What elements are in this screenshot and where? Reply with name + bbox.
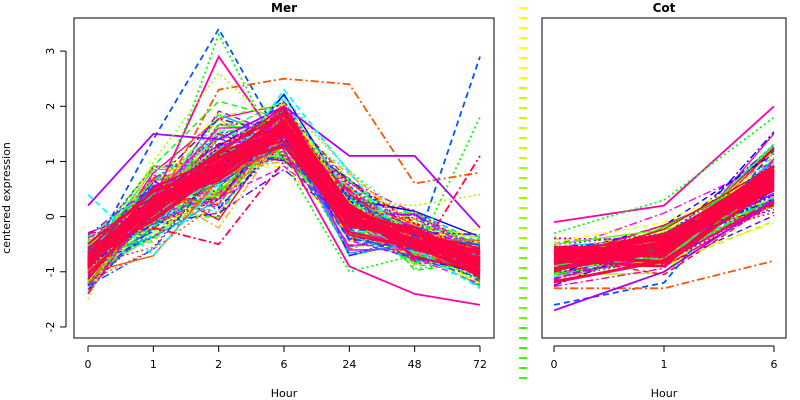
x-tick-label: 0 <box>85 358 92 371</box>
series-line <box>87 124 481 260</box>
series-line <box>553 105 775 223</box>
series-line <box>87 126 481 277</box>
series-line <box>87 88 481 290</box>
series-line <box>87 128 481 280</box>
color-legend-strip <box>519 7 527 379</box>
series-line <box>87 160 481 270</box>
series-line <box>553 201 775 276</box>
x-tick-label: 24 <box>342 358 356 371</box>
series-line <box>87 94 481 254</box>
mer-title: Mer <box>271 1 297 15</box>
mer-x-axis-label: Hour <box>271 387 298 400</box>
y-axis-label: centered expression <box>0 142 13 254</box>
x-tick-label: 6 <box>771 358 778 371</box>
y-tick-label: 0 <box>44 213 57 220</box>
y-tick-label: -2 <box>44 321 57 332</box>
y-tick-label: 1 <box>44 158 57 165</box>
x-tick-label: 1 <box>661 358 668 371</box>
series-line <box>87 143 481 256</box>
cot-title: Cot <box>653 1 676 15</box>
series-line <box>554 259 775 290</box>
series-line <box>553 184 775 251</box>
series-lines <box>87 27 481 306</box>
x-tick-label: 1 <box>150 358 157 371</box>
cot-x-axis-label: Hour <box>651 387 678 400</box>
series-line <box>553 149 775 306</box>
x-tick-label: 0 <box>551 358 558 371</box>
series-line <box>87 155 481 263</box>
series-line <box>87 124 481 266</box>
x-tick-label: 48 <box>408 358 422 371</box>
plot-frame <box>541 17 787 339</box>
series-line <box>553 174 775 255</box>
y-tick-label: 3 <box>44 48 57 55</box>
x-tick-label: 2 <box>215 358 222 371</box>
series-line <box>87 143 481 255</box>
series-line <box>87 77 481 273</box>
series-line <box>87 99 481 265</box>
series-line <box>553 116 775 235</box>
series-lines <box>553 105 775 312</box>
x-tick-label: 6 <box>281 358 288 371</box>
y-tick-label: 2 <box>44 103 57 110</box>
series-line <box>87 111 481 263</box>
series-line <box>87 131 481 286</box>
cot-panel: 0 1 6 <box>541 17 787 371</box>
plot-frame <box>73 17 495 339</box>
series-line <box>87 118 481 259</box>
mer-panel: 0 1 2 6 24 48 72 -2 -1 0 1 2 3 <box>44 17 495 371</box>
series-line <box>553 199 775 312</box>
y-tick-label: -1 <box>44 266 57 277</box>
x-tick-label: 72 <box>473 358 487 371</box>
series-line <box>87 168 481 277</box>
series-line <box>87 123 481 272</box>
